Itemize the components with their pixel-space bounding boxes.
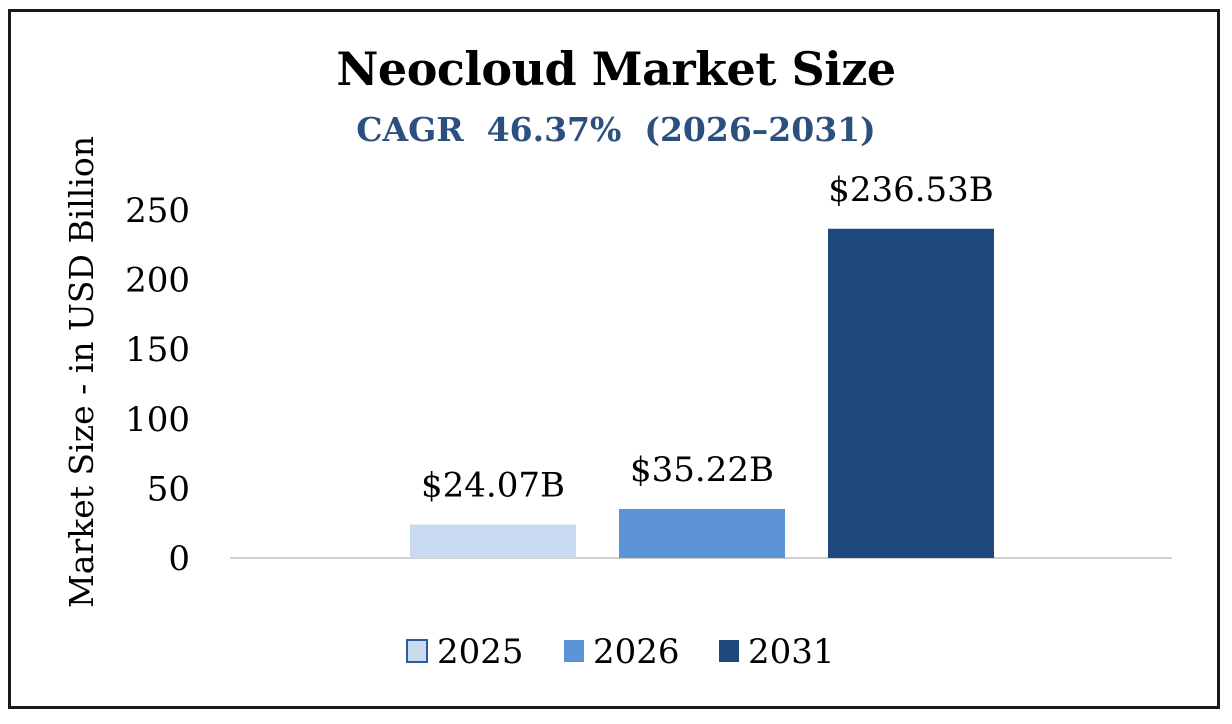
legend-swatch-2031 (719, 640, 739, 662)
y-tick-label: 150 (125, 330, 190, 370)
legend-label-2026: 2026 (593, 632, 680, 672)
data-label-2025: $24.07B (421, 465, 565, 505)
bars (410, 228, 994, 558)
data-labels: $24.07B $35.22B $236.53B (421, 170, 994, 506)
legend-swatch-2025 (406, 639, 428, 663)
chart-title: Neocloud Market Size (336, 42, 896, 96)
y-ticks: 0 50 100 150 200 250 (125, 191, 190, 579)
chart-subtitle: CAGR 46.37% (2026–2031) (356, 110, 876, 149)
bar-2031 (828, 228, 994, 558)
bar-2025 (410, 524, 576, 558)
data-label-2031: $236.53B (828, 170, 994, 210)
bar-2026 (619, 508, 785, 558)
y-tick-label: 250 (125, 191, 190, 231)
y-tick-label: 100 (125, 400, 190, 440)
legend-swatch-2026 (564, 640, 584, 662)
y-tick-label: 50 (147, 469, 190, 509)
data-label-2026: $35.22B (630, 450, 774, 490)
y-tick-label: 200 (125, 261, 190, 301)
y-axis-label: Market Size - in USD Billion (62, 136, 101, 608)
y-tick-label: 0 (168, 539, 190, 579)
chart-frame (8, 9, 1220, 709)
legend: 2025 2026 2031 (406, 632, 835, 672)
legend-label-2025: 2025 (437, 632, 524, 672)
y-axis-label-group: Market Size - in USD Billion (62, 136, 101, 608)
legend-label-2031: 2031 (748, 632, 835, 672)
